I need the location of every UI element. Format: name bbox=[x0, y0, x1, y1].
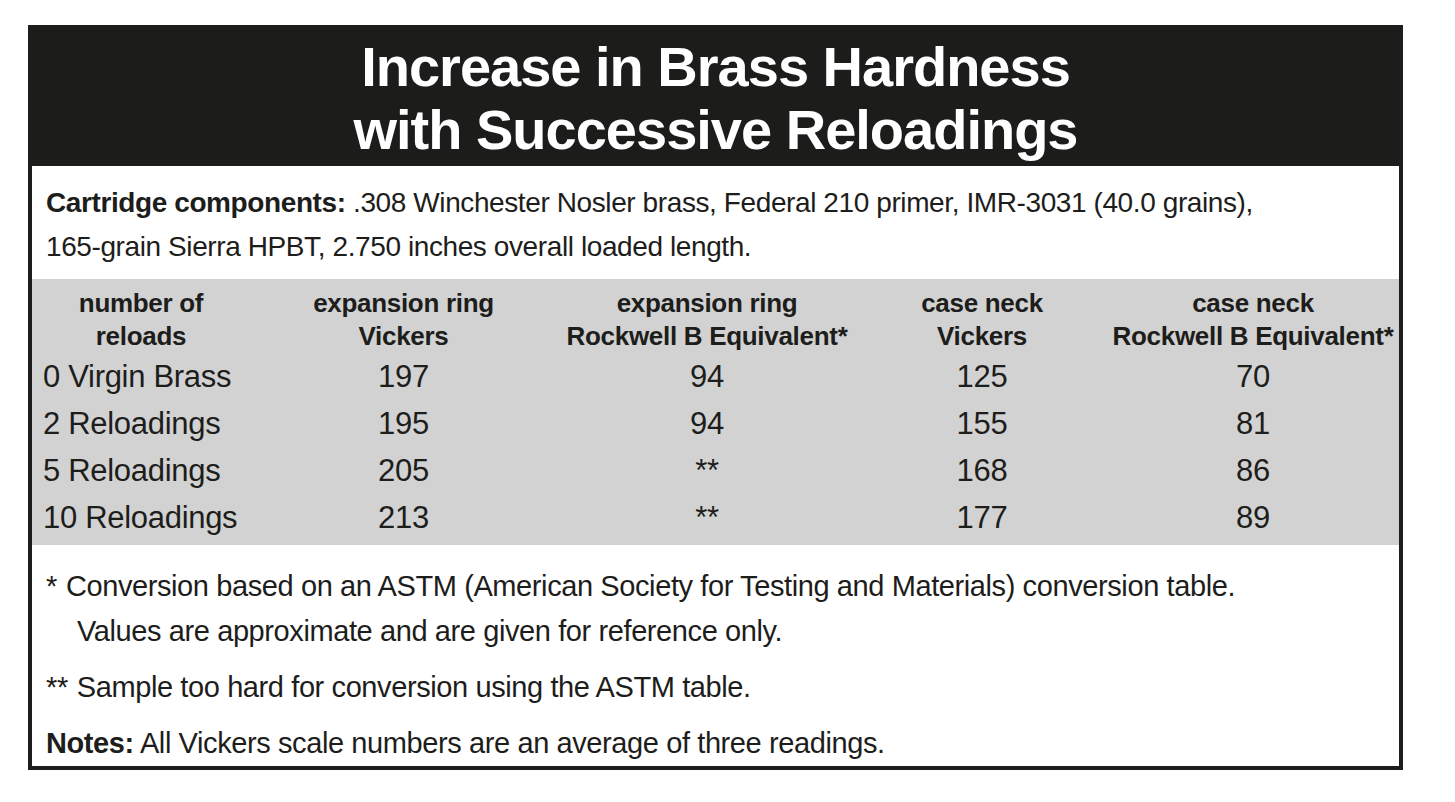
cell-case-neck-rockwell: 81 bbox=[1107, 406, 1399, 442]
cell-case-neck-rockwell: 86 bbox=[1107, 453, 1399, 489]
col-header-case-neck-rockwell: case neck Rockwell B Equivalent* bbox=[1107, 287, 1399, 353]
cell-expansion-ring-rockwell: 94 bbox=[557, 359, 857, 395]
cell-case-neck-rockwell: 70 bbox=[1107, 359, 1399, 395]
row-label: 10 Reloadings bbox=[32, 500, 250, 536]
footnote-too-hard-text: Sample too hard for conversion using the… bbox=[77, 665, 751, 710]
cell-expansion-ring-vickers: 197 bbox=[250, 359, 557, 395]
footnote-marker-single-asterisk: * bbox=[46, 564, 66, 609]
col-header-expansion-ring-rockwell: expansion ring Rockwell B Equivalent* bbox=[557, 287, 857, 353]
table-row: 5 Reloadings 205 ** 168 86 bbox=[32, 447, 1399, 494]
table-row: 2 Reloadings 195 94 155 81 bbox=[32, 400, 1399, 447]
table-row: 0 Virgin Brass 197 94 125 70 bbox=[32, 353, 1399, 400]
components-text-line2: 165-grain Sierra HPBT, 2.750 inches over… bbox=[46, 225, 1385, 269]
cell-case-neck-vickers: 155 bbox=[857, 406, 1107, 442]
page-title-line2: with Successive Reloadings bbox=[353, 98, 1077, 161]
components-line1: Cartridge components: .308 Winchester No… bbox=[46, 181, 1385, 225]
components-text-line1: .308 Winchester Nosler brass, Federal 21… bbox=[353, 187, 1253, 218]
col-header-expansion-ring-vickers: expansion ring Vickers bbox=[250, 287, 557, 353]
table-header-row: number of reloads expansion ring Vickers… bbox=[32, 287, 1399, 353]
cell-expansion-ring-rockwell: ** bbox=[557, 500, 857, 536]
cell-expansion-ring-vickers: 195 bbox=[250, 406, 557, 442]
table-row: 10 Reloadings 213 ** 177 89 bbox=[32, 494, 1399, 541]
footnote-astm-line2: Values are approximate and are given for… bbox=[46, 609, 1385, 654]
hardness-table-panel: Increase in Brass Hardness with Successi… bbox=[28, 25, 1403, 770]
notes-label: Notes: bbox=[46, 727, 134, 759]
row-label: 2 Reloadings bbox=[32, 406, 250, 442]
notes-text: All Vickers scale numbers are an average… bbox=[140, 727, 885, 759]
footnote-marker-double-asterisk: ** bbox=[46, 665, 77, 710]
cell-expansion-ring-rockwell: 94 bbox=[557, 406, 857, 442]
footnotes-section: * Conversion based on an ASTM (American … bbox=[32, 545, 1399, 766]
components-label: Cartridge components: bbox=[46, 187, 346, 218]
col-header-number-of-reloads: number of reloads bbox=[32, 287, 250, 353]
cell-case-neck-vickers: 125 bbox=[857, 359, 1107, 395]
cell-expansion-ring-vickers: 213 bbox=[250, 500, 557, 536]
cell-expansion-ring-rockwell: ** bbox=[557, 453, 857, 489]
cell-case-neck-vickers: 177 bbox=[857, 500, 1107, 536]
footnote-astm-conversion: * Conversion based on an ASTM (American … bbox=[46, 564, 1385, 654]
footnote-too-hard: ** Sample too hard for conversion using … bbox=[46, 665, 1385, 710]
row-label: 5 Reloadings bbox=[32, 453, 250, 489]
cell-case-neck-rockwell: 89 bbox=[1107, 500, 1399, 536]
notes-line: Notes: All Vickers scale numbers are an … bbox=[46, 721, 1385, 766]
footnote-astm-line1: Conversion based on an ASTM (American So… bbox=[66, 564, 1235, 609]
cell-expansion-ring-vickers: 205 bbox=[250, 453, 557, 489]
cell-case-neck-vickers: 168 bbox=[857, 453, 1107, 489]
row-label: 0 Virgin Brass bbox=[32, 359, 250, 395]
page-title-line1: Increase in Brass Hardness bbox=[361, 35, 1070, 98]
title-band: Increase in Brass Hardness with Successi… bbox=[32, 29, 1399, 166]
cartridge-components-paragraph: Cartridge components: .308 Winchester No… bbox=[32, 166, 1399, 279]
col-header-case-neck-vickers: case neck Vickers bbox=[857, 287, 1107, 353]
data-table: number of reloads expansion ring Vickers… bbox=[32, 279, 1399, 545]
